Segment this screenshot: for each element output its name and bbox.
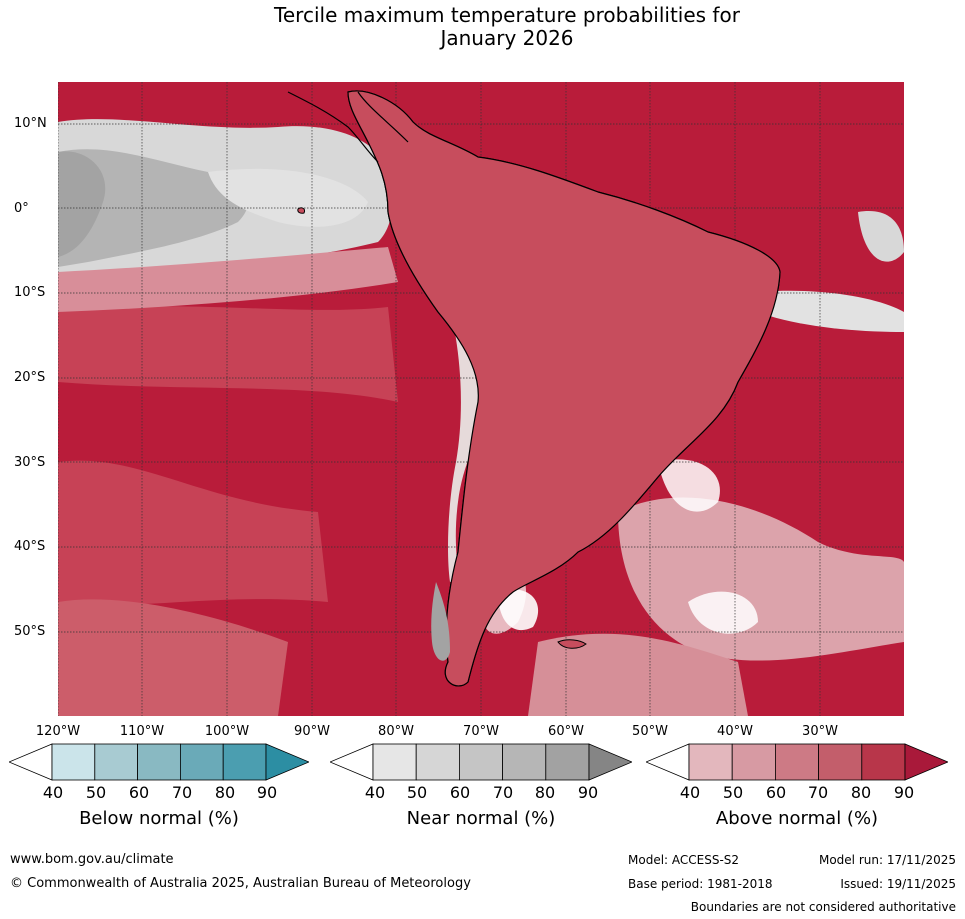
colorbar-segment (688, 743, 733, 781)
near-normal-region (58, 149, 248, 267)
colorbar-segment (137, 743, 181, 781)
tone-band (528, 633, 748, 716)
colorbar-title-near: Near normal (%) (406, 808, 556, 829)
lon-label-110w: 110°W (119, 724, 165, 739)
tick-label: 80 (534, 783, 556, 802)
lat-label-20s: 20°S (14, 370, 46, 385)
colorbar-segment (415, 743, 460, 781)
colorbar-below-normal (9, 743, 309, 781)
near-normal-region (858, 211, 904, 262)
map-title: Tercile maximum temperature probabilitie… (0, 4, 965, 50)
colorbar-near-normal (330, 743, 632, 781)
colorbar-segment (774, 743, 819, 781)
probability-map (58, 82, 904, 716)
colorbar-segment (731, 743, 776, 781)
colorbar-segment (818, 743, 863, 781)
tick-label: 90 (893, 783, 915, 802)
tick-label: 50 (406, 783, 428, 802)
colorbar-title-above: Above normal (%) (715, 808, 879, 829)
near-normal-region (208, 168, 368, 227)
tick-label: 90 (577, 783, 599, 802)
colorbar-segment (545, 743, 590, 781)
tone-band (58, 460, 328, 605)
colorbar-title-below: Below normal (%) (79, 808, 239, 829)
tick-label: 50 (85, 783, 107, 802)
lat-label-40s: 40°S (14, 539, 46, 554)
colorbar-segment (51, 743, 96, 781)
model-text: Model: ACCESS-S2 (628, 853, 740, 867)
lon-label-90w: 90°W (294, 724, 330, 739)
central-america-coast (357, 91, 409, 143)
colorbar-segment (222, 743, 267, 781)
colorbar-segment (372, 743, 417, 781)
tone-band (618, 497, 904, 661)
lon-label-100w: 100°W (204, 724, 250, 739)
colorbar-segment (94, 743, 139, 781)
copyright-text: © Commonwealth of Australia 2025, Austra… (10, 876, 471, 891)
lat-label-10n: 10°N (14, 116, 47, 131)
lon-label-30w: 30°W (802, 724, 838, 739)
website-link[interactable]: www.bom.gov.au/climate (10, 852, 174, 867)
tick-label: 70 (492, 783, 514, 802)
colorbar-max-arrow (588, 743, 632, 781)
tone-band (58, 599, 288, 716)
tick-label: 80 (214, 783, 236, 802)
lon-label-40w: 40°W (717, 724, 753, 739)
tick-label: 70 (171, 783, 193, 802)
near-normal-region (758, 290, 904, 332)
tick-label: 70 (807, 783, 829, 802)
galapagos-islands (297, 207, 305, 214)
near-normal-region (431, 582, 450, 661)
colorbar-min-arrow (646, 743, 690, 781)
tick-label: 60 (128, 783, 150, 802)
lon-label-50w: 50°W (632, 724, 668, 739)
tick-label: 50 (722, 783, 744, 802)
lat-label-0: 0° (14, 201, 29, 216)
title-line-1: Tercile maximum temperature probabilitie… (274, 3, 740, 27)
lat-label-50s: 50°S (14, 624, 46, 639)
colorbar-segment (502, 743, 547, 781)
title-line-2: January 2026 (440, 26, 574, 50)
central-america-coast (287, 91, 379, 163)
lon-label-120w: 120°W (35, 724, 81, 739)
tick-label: 40 (42, 783, 64, 802)
base-period-text: Base period: 1981-2018 (628, 877, 773, 891)
tick-label: 80 (850, 783, 872, 802)
colorbar-min-arrow (330, 743, 374, 781)
white-patch (658, 459, 720, 512)
tick-label: 40 (679, 783, 701, 802)
model-run-text: Model run: 17/11/2025 (818, 853, 956, 867)
disclaimer-text: Boundaries are not considered authoritat… (690, 900, 956, 914)
colorbar-above-normal (646, 743, 948, 781)
colorbar-max-arrow (265, 743, 309, 781)
map-svg (58, 82, 904, 716)
near-normal-region (58, 151, 106, 257)
colorbar-segment (861, 743, 906, 781)
lon-label-70w: 70°W (463, 724, 499, 739)
colorbar-min-arrow (9, 743, 53, 781)
lat-label-30s: 30°S (14, 455, 46, 470)
tick-label: 60 (765, 783, 787, 802)
lon-label-80w: 80°W (378, 724, 414, 739)
issued-text: Issued: 19/11/2025 (840, 877, 956, 891)
falkland-islands (557, 639, 587, 649)
tick-label: 40 (364, 783, 386, 802)
colorbar-segment (458, 743, 503, 781)
tick-label: 90 (256, 783, 278, 802)
andes-near-normal (448, 322, 483, 582)
lat-label-10s: 10°S (14, 285, 46, 300)
colorbar-max-arrow (904, 743, 948, 781)
tone-band (58, 247, 398, 312)
tick-label: 60 (449, 783, 471, 802)
white-patch (688, 591, 758, 634)
colorbar-segment (179, 743, 224, 781)
lon-label-60w: 60°W (548, 724, 584, 739)
white-patch (498, 589, 539, 631)
